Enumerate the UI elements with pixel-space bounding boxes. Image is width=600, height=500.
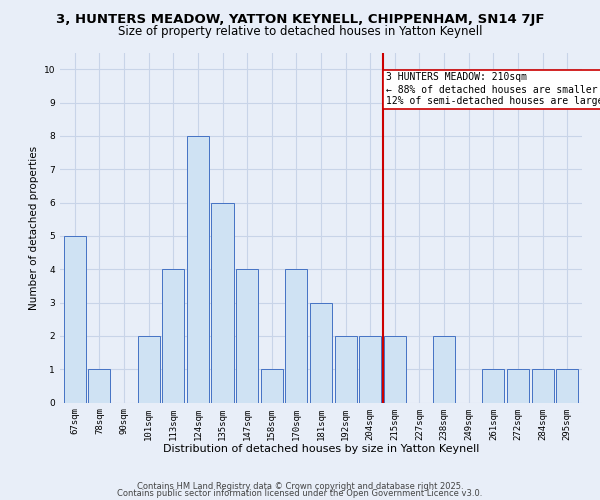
Bar: [433, 336, 455, 402]
Bar: [359, 336, 382, 402]
Bar: [532, 369, 554, 402]
Text: Size of property relative to detached houses in Yatton Keynell: Size of property relative to detached ho…: [118, 25, 482, 38]
Bar: [285, 269, 307, 402]
Bar: [64, 236, 86, 402]
Bar: [162, 269, 184, 402]
Bar: [335, 336, 357, 402]
Bar: [556, 369, 578, 402]
Text: 3, HUNTERS MEADOW, YATTON KEYNELL, CHIPPENHAM, SN14 7JF: 3, HUNTERS MEADOW, YATTON KEYNELL, CHIPP…: [56, 12, 544, 26]
Bar: [507, 369, 529, 402]
Text: 3 HUNTERS MEADOW: 210sqm
← 88% of detached houses are smaller (44)
12% of semi-d: 3 HUNTERS MEADOW: 210sqm ← 88% of detach…: [386, 72, 600, 106]
Y-axis label: Number of detached properties: Number of detached properties: [29, 146, 40, 310]
Bar: [88, 369, 110, 402]
Text: Contains public sector information licensed under the Open Government Licence v3: Contains public sector information licen…: [118, 490, 482, 498]
Bar: [310, 302, 332, 402]
Bar: [236, 269, 258, 402]
Bar: [211, 202, 233, 402]
Bar: [384, 336, 406, 402]
Text: Contains HM Land Registry data © Crown copyright and database right 2025.: Contains HM Land Registry data © Crown c…: [137, 482, 463, 491]
Bar: [482, 369, 505, 402]
X-axis label: Distribution of detached houses by size in Yatton Keynell: Distribution of detached houses by size …: [163, 444, 479, 454]
Bar: [187, 136, 209, 402]
Bar: [260, 369, 283, 402]
Bar: [137, 336, 160, 402]
